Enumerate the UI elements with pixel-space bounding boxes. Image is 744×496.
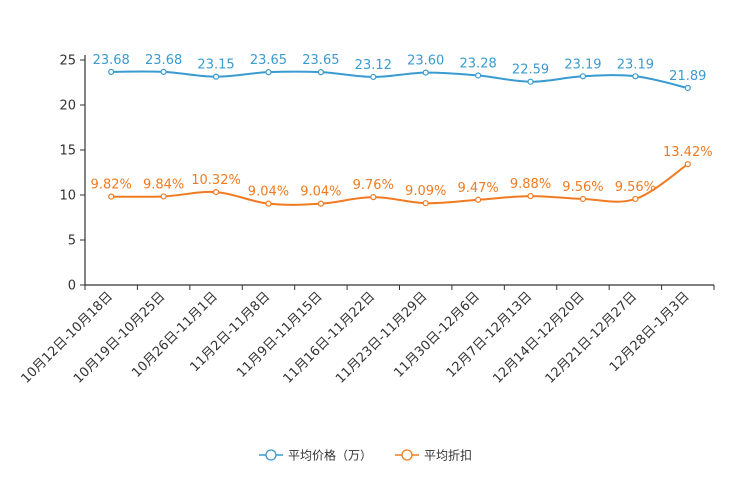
series-0-data-label: 23.65 [250,53,287,68]
series-1-point[interactable] [212,189,220,196]
series-1-data-label: 9.82% [91,178,132,193]
series-1-point[interactable] [317,200,324,207]
series-0-data-label: 22.59 [512,63,549,78]
series-0-point[interactable] [475,72,482,79]
x-tick-label: 12月14日-12月20日 [490,289,587,386]
series-0-data-label: 21.89 [669,69,706,84]
series-1-point[interactable] [684,161,691,168]
series-0-point[interactable] [422,69,429,76]
x-tick-label: 11月16日-11月22日 [281,289,378,386]
series-0-data-label: 23.65 [302,53,339,68]
data-labels: 23.68 23.68 23.15 23.65 23.65 23.12 23.60 23.28… [91,53,713,200]
series-0-data-label: 23.68 [93,53,130,68]
series-1-point[interactable] [579,195,587,203]
legend-label: 平均价格（万） [288,448,372,463]
y-tick-label: 25 [59,54,76,69]
series-1-data-label: 9.76% [353,178,394,193]
y-tick-label: 0 [68,279,76,294]
series-0-data-label: 23.19 [617,57,654,72]
x-tick-label: 10月19日-10月25日 [71,289,168,386]
legend-label: 平均折扣 [424,448,472,463]
series-1-data-label: 9.04% [300,185,341,200]
series-1-data-label: 13.42% [663,145,713,160]
series-0-data-label: 23.15 [197,58,234,73]
series-0-data-label: 23.28 [460,56,497,71]
y-tick-label: 5 [68,234,76,249]
series-0-point[interactable] [160,68,167,75]
series-0-point[interactable] [317,69,324,76]
series-1-point[interactable] [632,195,639,203]
series-1-point[interactable] [265,200,272,207]
x-tick-label: 12月21日-12月27日 [543,289,640,386]
series-1-point[interactable] [475,196,482,203]
x-tick-label: 11月23日-11月29日 [333,289,430,386]
series-line-0 [111,70,689,89]
series-0-point[interactable] [370,73,377,81]
series-0-data-label: 23.12 [355,58,392,73]
series-0-point[interactable] [108,68,115,75]
series-1-data-label: 9.84% [143,177,184,192]
series-1-point[interactable] [527,192,534,200]
x-tick-label: 10月12日-10月18日 [19,289,116,386]
series-0-data-label: 23.68 [145,53,182,68]
legend-item-0[interactable]: 平均价格（万） [259,448,372,463]
series-layer [108,68,691,207]
legend-marker-icon [265,449,277,461]
y-tick-label: 15 [59,144,76,159]
series-0-point[interactable] [632,73,639,80]
series-1-point[interactable] [108,193,115,200]
series-0-point[interactable] [265,69,272,76]
series-1-data-label: 10.32% [191,173,241,188]
legend[interactable]: 平均价格（万） 平均折扣 [259,448,472,463]
axes: 051015202510月12日-10月18日10月19日-10月25日10月2… [19,54,715,387]
series-1-data-label: 9.47% [457,181,498,196]
series-1-data-label: 9.56% [562,180,603,195]
series-1-point[interactable] [160,193,167,200]
series-0-data-label: 23.19 [564,57,601,72]
series-0-point[interactable] [212,73,220,80]
series-line-1 [111,163,689,206]
series-1-point[interactable] [370,194,377,201]
legend-item-1[interactable]: 平均折扣 [395,448,472,463]
series-0-point[interactable] [527,78,534,85]
series-0-point[interactable] [684,84,691,92]
series-1-data-label: 9.56% [615,180,656,195]
y-tick-label: 10 [59,189,76,204]
series-1-point[interactable] [422,200,429,207]
y-tick-label: 20 [59,99,76,114]
series-0-data-label: 23.60 [407,54,444,69]
legend-marker-icon [401,449,413,461]
series-0-point[interactable] [579,73,587,80]
series-1-data-label: 9.88% [510,177,551,192]
series-1-data-label: 9.09% [405,184,446,199]
series-1-data-label: 9.04% [248,185,289,200]
